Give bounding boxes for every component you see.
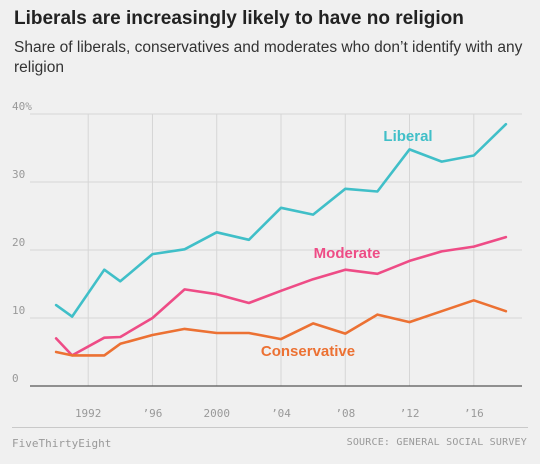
brand-logo-text: FiveThirtyEight <box>12 437 112 450</box>
x-tick-label: ’12 <box>400 407 420 420</box>
x-tick-label: ’96 <box>143 407 163 420</box>
gridlines <box>30 113 522 387</box>
x-tick-label: ’16 <box>464 407 484 420</box>
page-subtitle: Share of liberals, conservatives and mod… <box>14 39 523 76</box>
y-tick-label: 30 <box>12 168 25 181</box>
axis-tick-labels: 1992 ’96 2000 ’04 ’08 ’12 ’16 0 10 20 30 40% <box>12 100 484 420</box>
footer-divider <box>12 427 528 428</box>
x-tick-label: ’08 <box>335 407 355 420</box>
source-note: SOURCE: GENERAL SOCIAL SURVEY <box>346 437 527 448</box>
series-label-conservative: Conservative <box>261 343 355 360</box>
series-labels: Liberal Moderate Conservative <box>261 128 433 360</box>
x-tick-label: 2000 <box>203 407 230 420</box>
series-line-moderate <box>54 235 508 357</box>
series-lines <box>54 122 508 357</box>
series-label-moderate: Moderate <box>314 245 381 262</box>
y-tick-label: 40% <box>12 100 32 113</box>
series-label-liberal: Liberal <box>383 128 432 145</box>
x-tick-label: 1992 <box>75 407 102 420</box>
series-line-liberal <box>54 122 508 318</box>
y-tick-label: 20 <box>12 236 25 249</box>
y-tick-label: 0 <box>12 372 19 385</box>
y-tick-label: 10 <box>12 304 25 317</box>
page-title: Liberals are increasingly likely to have… <box>14 8 464 29</box>
x-tick-label: ’04 <box>271 407 291 420</box>
series-line-conservative <box>54 298 508 357</box>
